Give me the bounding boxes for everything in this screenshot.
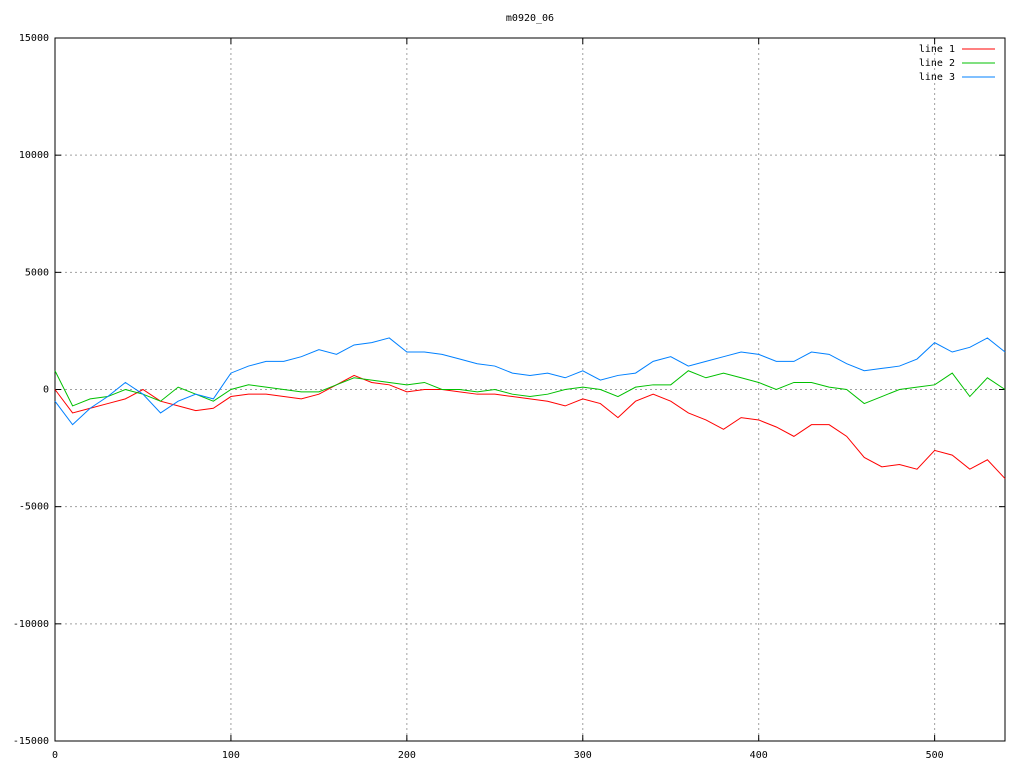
series-line	[54, 337, 1006, 426]
legend-label: line 2	[919, 58, 955, 69]
x-tick-label: 300	[574, 750, 592, 761]
legend-label: line 3	[919, 72, 955, 83]
series-line	[54, 374, 1006, 479]
x-tick-label: 500	[926, 750, 944, 761]
y-tick-label: -15000	[13, 736, 49, 747]
x-tick-label: 0	[52, 750, 58, 761]
y-tick-label: 5000	[25, 267, 49, 278]
x-tick-label: 400	[750, 750, 768, 761]
y-tick-label: 15000	[19, 33, 49, 44]
y-tick-label: 10000	[19, 150, 49, 161]
y-tick-label: -10000	[13, 619, 49, 630]
y-tick-label: -5000	[19, 502, 49, 513]
chart-title: m0920_06	[506, 13, 554, 24]
x-tick-label: 100	[222, 750, 240, 761]
y-tick-label: 0	[43, 385, 49, 396]
legend-label: line 1	[919, 44, 955, 55]
series-line	[54, 370, 1006, 407]
x-tick-label: 200	[398, 750, 416, 761]
